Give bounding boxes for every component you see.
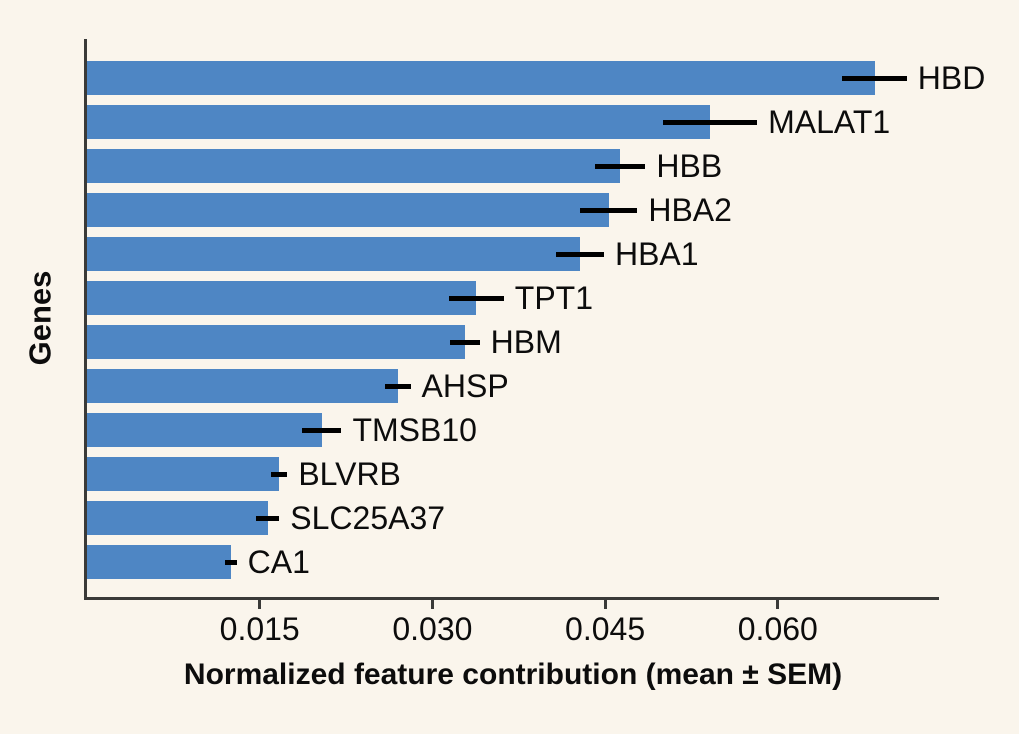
x-tick-label: 0.015 <box>219 611 300 647</box>
bar-ahsp <box>87 369 398 403</box>
x-tick-label: 0.060 <box>737 611 818 647</box>
x-tick-mark <box>430 600 434 609</box>
error-bar-hbd <box>842 75 907 81</box>
bar-label-hbd: HBD <box>917 60 986 96</box>
error-bar-malat1 <box>662 119 758 125</box>
error-bar-hba2 <box>579 207 638 213</box>
bar-label-hbb: HBB <box>656 148 723 184</box>
bar-hba1 <box>87 237 580 271</box>
bar-label-hba2: HBA2 <box>648 192 732 228</box>
x-tick-mark <box>258 600 262 609</box>
error-bar-slc25a37 <box>256 515 280 521</box>
x-tick-label: 0.030 <box>392 611 473 647</box>
bar-label-ca1: CA1 <box>247 544 310 580</box>
error-bar-hbb <box>594 163 646 169</box>
x-tick-label: 0.045 <box>565 611 646 647</box>
bar-label-hbm: HBM <box>490 324 562 360</box>
bar-hba2 <box>87 193 609 227</box>
bar-label-tmsb10: TMSB10 <box>352 412 477 448</box>
bar-label-tpt1: TPT1 <box>514 280 594 316</box>
bar-hbd <box>87 61 875 95</box>
bar-label-ahsp: AHSP <box>421 368 509 404</box>
bar-hbb <box>87 149 621 183</box>
bar-malat1 <box>87 105 710 139</box>
error-bar-hbm <box>449 339 480 345</box>
error-bar-hba1 <box>555 251 604 257</box>
bar-blvrb <box>87 457 280 491</box>
bar-slc25a37 <box>87 501 268 535</box>
error-bar-tmsb10 <box>302 427 342 433</box>
error-bar-ca1 <box>225 559 237 565</box>
x-tick-mark <box>603 600 607 609</box>
bar-tpt1 <box>87 281 477 315</box>
error-bar-ahsp <box>385 383 411 389</box>
bar-tmsb10 <box>87 413 322 447</box>
bar-label-blvrb: BLVRB <box>298 456 401 492</box>
x-tick-mark <box>776 600 780 609</box>
bar-label-slc25a37: SLC25A37 <box>290 500 446 536</box>
error-bar-tpt1 <box>448 295 504 301</box>
y-axis-spine <box>84 39 87 600</box>
error-bar-blvrb <box>271 471 288 477</box>
x-axis-spine <box>84 597 939 600</box>
bar-label-hba1: HBA1 <box>614 236 699 272</box>
y-axis-label: Genes <box>22 270 58 366</box>
x-axis-label: Normalized feature contribution (mean ± … <box>183 658 843 691</box>
bar-hbm <box>87 325 465 359</box>
bar-ca1 <box>87 545 231 579</box>
bar-label-malat1: MALAT1 <box>768 104 891 140</box>
